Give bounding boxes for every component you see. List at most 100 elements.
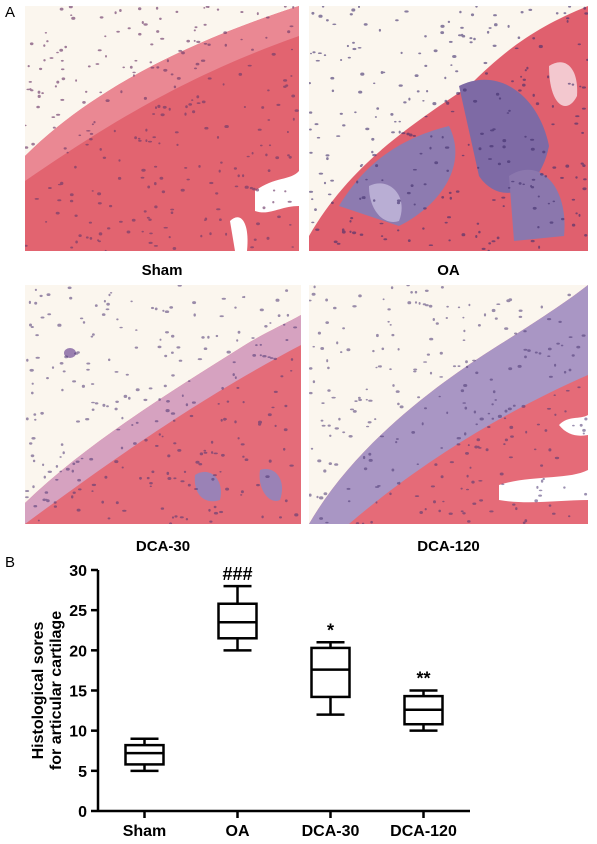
cell-nucleus	[463, 329, 466, 333]
cell-nucleus	[243, 106, 246, 108]
cell-nucleus	[333, 240, 338, 244]
cell-nucleus	[80, 457, 84, 460]
cell-nucleus	[524, 355, 527, 359]
cell-nucleus	[144, 438, 148, 442]
cell-nucleus	[165, 331, 169, 334]
cell-nucleus	[59, 470, 62, 473]
cell-nucleus	[395, 19, 399, 22]
cell-nucleus	[394, 120, 397, 123]
cell-nucleus	[171, 334, 175, 338]
cell-nucleus	[469, 41, 473, 44]
cell-nucleus	[154, 165, 158, 168]
cell-nucleus	[98, 240, 101, 243]
cell-nucleus	[25, 496, 29, 499]
cell-nucleus	[32, 459, 36, 463]
cell-nucleus	[392, 384, 395, 387]
cell-nucleus	[424, 115, 428, 118]
cell-nucleus	[209, 181, 214, 185]
cell-nucleus	[334, 463, 339, 466]
cell-nucleus	[196, 102, 201, 104]
cell-nucleus	[99, 91, 103, 94]
cell-nucleus	[169, 306, 174, 309]
cell-nucleus	[555, 12, 559, 15]
cell-nucleus	[193, 29, 196, 32]
cell-nucleus	[391, 131, 395, 134]
cell-nucleus	[290, 358, 294, 361]
x-tick-label: OA	[226, 823, 250, 840]
cell-nucleus	[368, 399, 373, 402]
cell-nucleus	[311, 198, 314, 201]
cell-nucleus	[489, 510, 494, 513]
cell-nucleus	[314, 123, 319, 126]
cell-nucleus	[108, 293, 111, 297]
cell-nucleus	[455, 70, 459, 73]
cell-nucleus	[309, 82, 311, 85]
cell-nucleus	[285, 289, 289, 292]
cell-nucleus	[145, 128, 148, 132]
cell-nucleus	[372, 153, 377, 157]
cell-nucleus	[461, 233, 466, 237]
cell-nucleus	[391, 333, 395, 337]
cell-nucleus	[478, 147, 482, 151]
cell-nucleus	[524, 135, 527, 138]
cell-nucleus	[479, 499, 484, 502]
cell-nucleus	[358, 396, 361, 399]
cell-nucleus	[564, 410, 567, 413]
cell-nucleus	[561, 217, 565, 221]
cell-nucleus	[94, 304, 98, 307]
cell-nucleus	[474, 445, 479, 449]
cell-nucleus	[525, 430, 528, 434]
cell-nucleus	[42, 498, 47, 502]
cell-nucleus	[506, 112, 510, 114]
cell-nucleus	[120, 90, 123, 94]
cell-nucleus	[434, 463, 438, 466]
cell-nucleus	[501, 196, 506, 199]
micrograph-oa	[309, 6, 588, 251]
cell-nucleus	[342, 327, 345, 330]
cell-nucleus	[429, 146, 432, 150]
cell-nucleus	[92, 333, 95, 336]
cell-nucleus	[574, 122, 579, 125]
cell-nucleus	[31, 142, 35, 146]
cell-nucleus	[171, 374, 175, 377]
cell-nucleus	[460, 487, 463, 490]
cell-nucleus	[575, 115, 580, 118]
significance-marker: ###	[222, 564, 252, 584]
cell-nucleus	[435, 322, 439, 325]
cell-nucleus	[46, 293, 51, 296]
cell-nucleus	[25, 124, 27, 127]
cell-nucleus	[91, 483, 97, 487]
cell-nucleus	[368, 458, 373, 462]
cell-nucleus	[287, 30, 291, 34]
cell-nucleus	[342, 431, 346, 434]
cell-nucleus	[225, 232, 228, 236]
cell-nucleus	[196, 40, 201, 44]
cell-nucleus	[256, 483, 260, 487]
cell-nucleus	[314, 208, 317, 212]
cell-nucleus	[125, 373, 129, 376]
cell-nucleus	[85, 236, 89, 239]
cell-nucleus	[25, 417, 29, 421]
cell-nucleus	[455, 190, 460, 193]
cell-nucleus	[187, 483, 191, 487]
cell-nucleus	[104, 475, 108, 479]
cell-nucleus	[349, 230, 352, 233]
cell-nucleus	[581, 107, 586, 110]
cell-nucleus	[347, 500, 351, 503]
cell-nucleus	[114, 407, 118, 411]
cell-nucleus	[158, 433, 161, 436]
cell-nucleus	[473, 37, 476, 41]
cell-nucleus	[568, 515, 571, 518]
cell-nucleus	[367, 421, 372, 424]
cell-nucleus	[380, 71, 386, 74]
cell-nucleus	[277, 314, 281, 317]
cell-nucleus	[492, 128, 496, 131]
cell-nucleus	[462, 512, 466, 515]
cell-nucleus	[256, 222, 260, 226]
cell-nucleus	[82, 321, 86, 324]
cell-nucleus	[579, 423, 583, 427]
cell-nucleus	[464, 406, 468, 410]
cell-nucleus	[406, 191, 411, 195]
cell-nucleus	[422, 227, 425, 230]
cell-nucleus	[487, 412, 491, 415]
